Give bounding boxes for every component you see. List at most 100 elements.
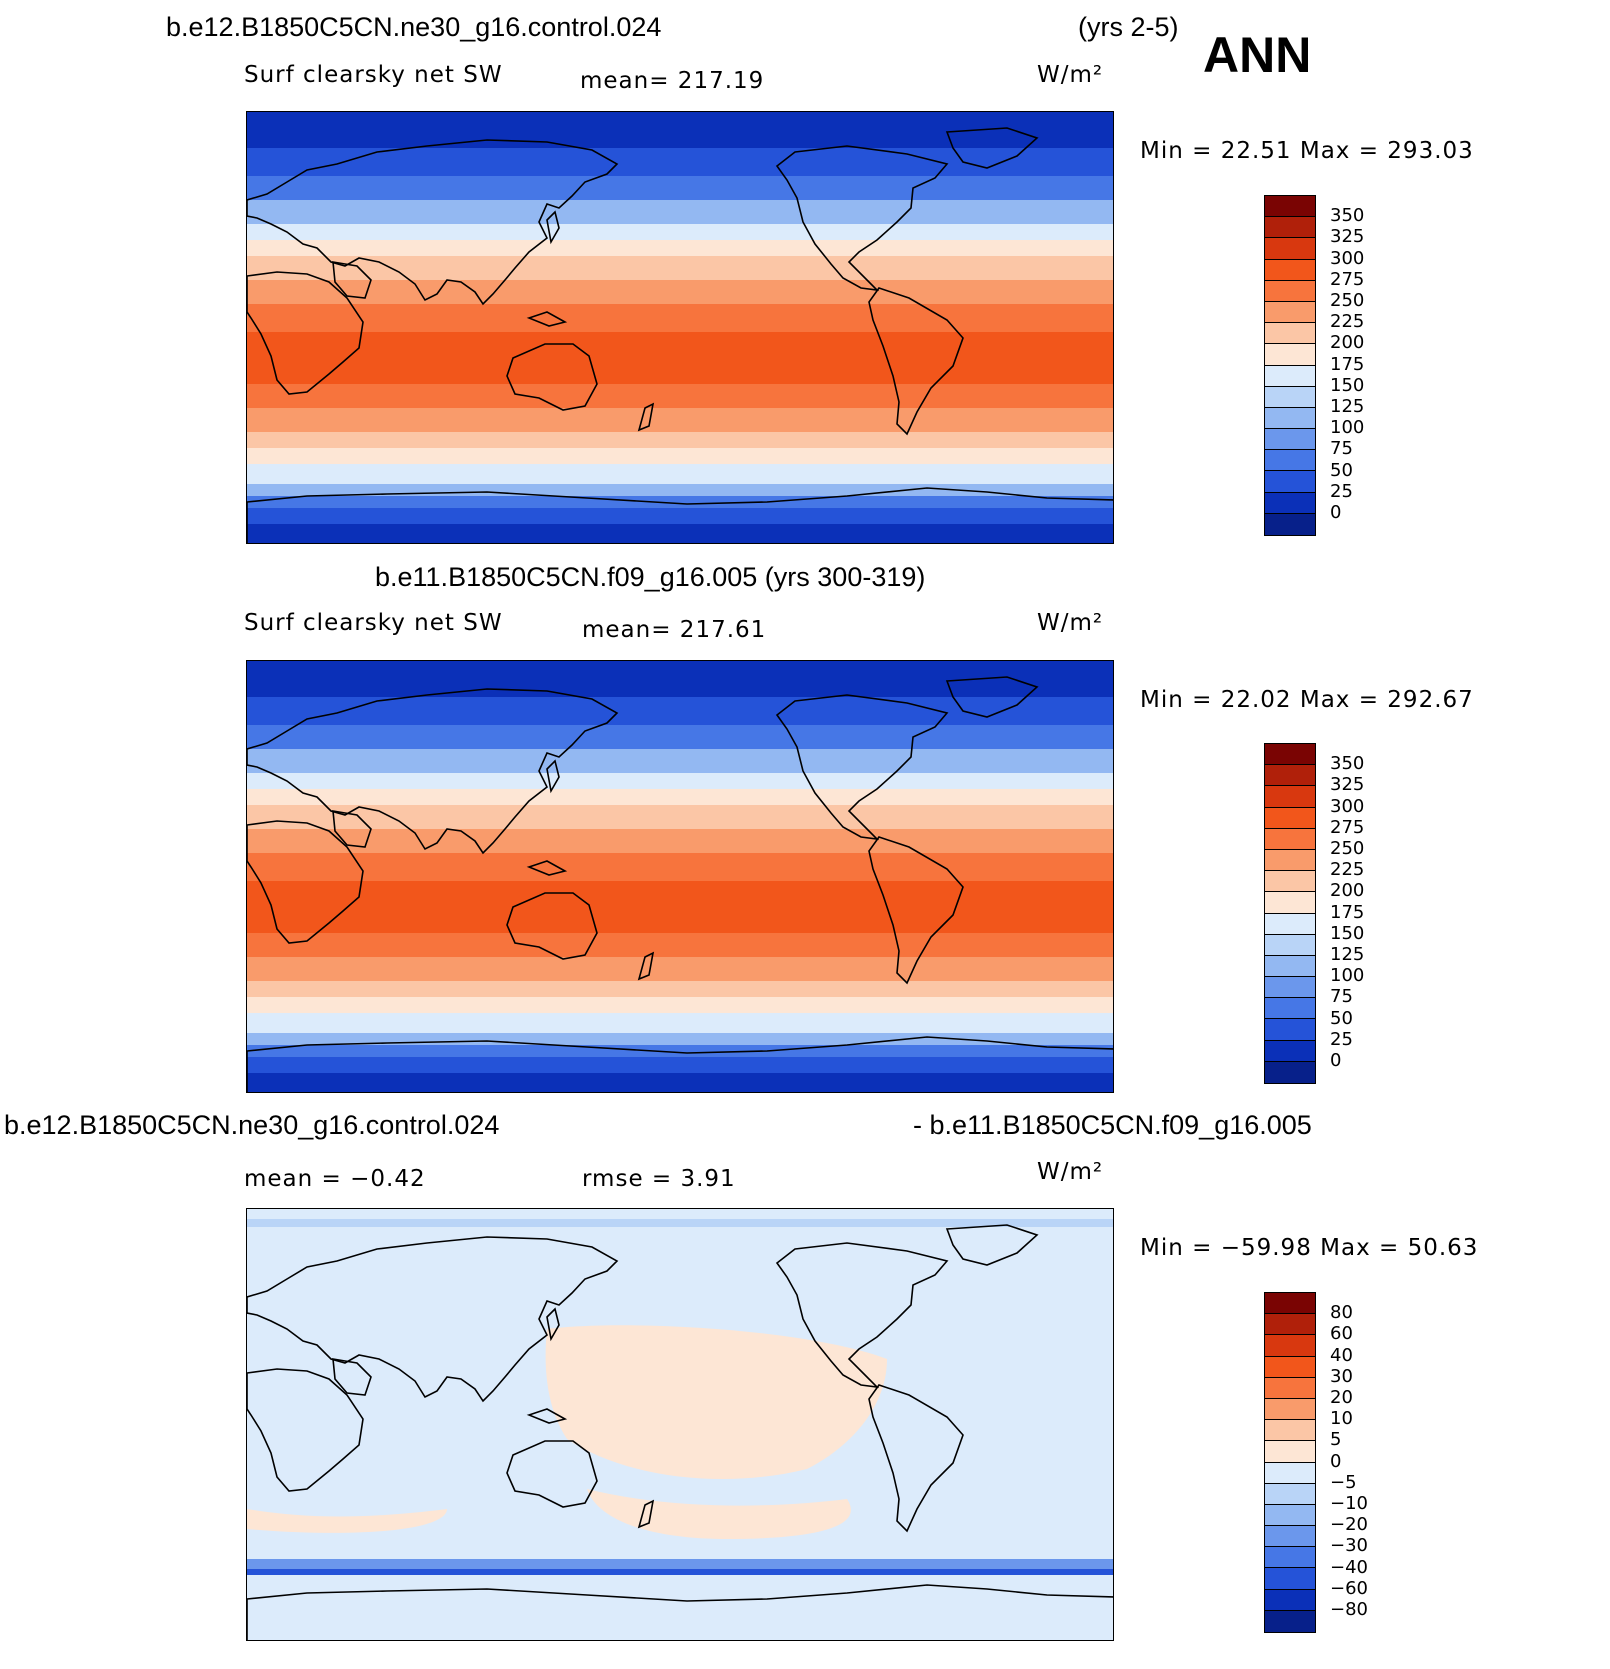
- coastline: [526, 860, 568, 876]
- map-field-band: [247, 496, 1113, 501]
- coastline: [637, 402, 655, 432]
- colorbar-swatch: [1265, 471, 1315, 493]
- map-field-band: [247, 152, 1113, 157]
- map-field-band: [247, 873, 1113, 878]
- coastline: [868, 836, 964, 985]
- colorbar-swatch: [1265, 344, 1315, 366]
- coastline: [247, 688, 619, 855]
- map-field-band: [247, 825, 1113, 830]
- map-field-band: [247, 352, 1113, 357]
- map-positive-region: [545, 1325, 887, 1479]
- colorbar-swatch: [1265, 828, 1315, 850]
- map-field-band: [247, 1029, 1113, 1034]
- colorbar-swatch: [1265, 744, 1315, 766]
- coastline: [506, 892, 598, 960]
- map-field-band: [247, 801, 1113, 806]
- colorbar-tick-label: 20: [1330, 1387, 1353, 1408]
- map-field-band: [247, 228, 1113, 233]
- map-field-band: [247, 300, 1113, 305]
- map-field-band: [247, 416, 1113, 421]
- map-field-band: [247, 380, 1113, 385]
- coastline: [247, 487, 1113, 543]
- colorbar-swatch: [1265, 1547, 1315, 1569]
- map-field-band: [247, 500, 1113, 505]
- map-field-band: [247, 308, 1113, 313]
- colorbar-tick-label: 25: [1330, 1028, 1353, 1050]
- map-field-band: [247, 288, 1113, 293]
- colorbar-tick-label: 50: [1330, 1007, 1353, 1029]
- map-field-band: [247, 1073, 1113, 1078]
- map-field-band: [247, 392, 1113, 397]
- map-field-band: [247, 232, 1113, 237]
- map-field-band: [247, 913, 1113, 918]
- map-field-band: [247, 821, 1113, 826]
- map-field-band: [247, 809, 1113, 814]
- map-field-band: [247, 396, 1113, 401]
- map-field-band: [247, 212, 1113, 217]
- map-field-band: [247, 789, 1113, 794]
- colorbar-tick-label: 175: [1330, 353, 1365, 375]
- map-field-band: [247, 368, 1113, 373]
- map-field-band: [247, 845, 1113, 850]
- map-field-band: [247, 268, 1113, 273]
- colorbar-tick-label: 0: [1330, 1050, 1342, 1071]
- map-field-band: [247, 997, 1113, 1002]
- coastline: [546, 210, 560, 245]
- coastline: [506, 1440, 598, 1508]
- coastline: [945, 1224, 1039, 1266]
- map-field-band: [247, 452, 1113, 457]
- colorbar-tick-label: 300: [1330, 247, 1365, 269]
- map-field-band: [247, 973, 1113, 978]
- map-field-band: [247, 1017, 1113, 1022]
- map-field-band: [247, 296, 1113, 301]
- map-field-band: [247, 328, 1113, 333]
- map-field-band: [247, 861, 1113, 866]
- map-field-band: [247, 356, 1113, 361]
- map-field-band: [247, 168, 1113, 173]
- map-field-band: [247, 889, 1113, 894]
- map-field-band: [247, 1053, 1113, 1058]
- map-field-band: [247, 464, 1113, 469]
- colorbar-swatch: [1265, 871, 1315, 893]
- coastline: [868, 287, 964, 436]
- colorbar-swatch: [1265, 1610, 1315, 1632]
- panel3-units: W/m²: [1037, 1159, 1104, 1185]
- map-field-band: [247, 741, 1113, 746]
- colorbar-tick-label: 150: [1330, 374, 1365, 396]
- colorbar-tick-label: 125: [1330, 396, 1365, 417]
- coastline: [247, 271, 364, 395]
- map-field-band: [247, 1025, 1113, 1030]
- map-field-band: [247, 480, 1113, 485]
- map-field-band: [247, 785, 1113, 790]
- map-field-band: [247, 877, 1113, 882]
- coastline: [775, 145, 949, 292]
- map-field-band: [247, 256, 1113, 261]
- map-field-band: [247, 120, 1113, 125]
- panel3-mean: mean = −0.42: [244, 1166, 426, 1192]
- map-field-band: [247, 524, 1113, 529]
- colorbar-tick-label: 10: [1330, 1408, 1353, 1430]
- map-field-band: [247, 945, 1113, 950]
- coastline: [868, 1384, 964, 1533]
- coastline: [332, 261, 372, 299]
- map-field-band: [247, 376, 1113, 381]
- panel1-map: [246, 111, 1114, 544]
- map-field-band: [247, 757, 1113, 762]
- map-field-band: [247, 977, 1113, 982]
- colorbar-tick-label: 225: [1330, 859, 1365, 881]
- colorbar-swatch: [1265, 1483, 1315, 1505]
- map-field-band: [247, 893, 1113, 898]
- map-field-band: [247, 244, 1113, 249]
- colorbar-tick-label: 250: [1330, 290, 1365, 311]
- colorbar-tick-label: 150: [1330, 922, 1365, 944]
- colorbar-tick-label: 200: [1330, 332, 1365, 354]
- map-field-band: [247, 773, 1113, 778]
- map-field-band: [247, 364, 1113, 369]
- map-field-band: [247, 897, 1113, 902]
- colorbar-swatch: [1265, 1526, 1315, 1548]
- map-field-band: [247, 156, 1113, 161]
- coastline: [945, 127, 1039, 169]
- colorbar-swatch: [1265, 1420, 1315, 1442]
- map-field-band: [247, 749, 1113, 754]
- colorbar-swatch: [1265, 1335, 1315, 1357]
